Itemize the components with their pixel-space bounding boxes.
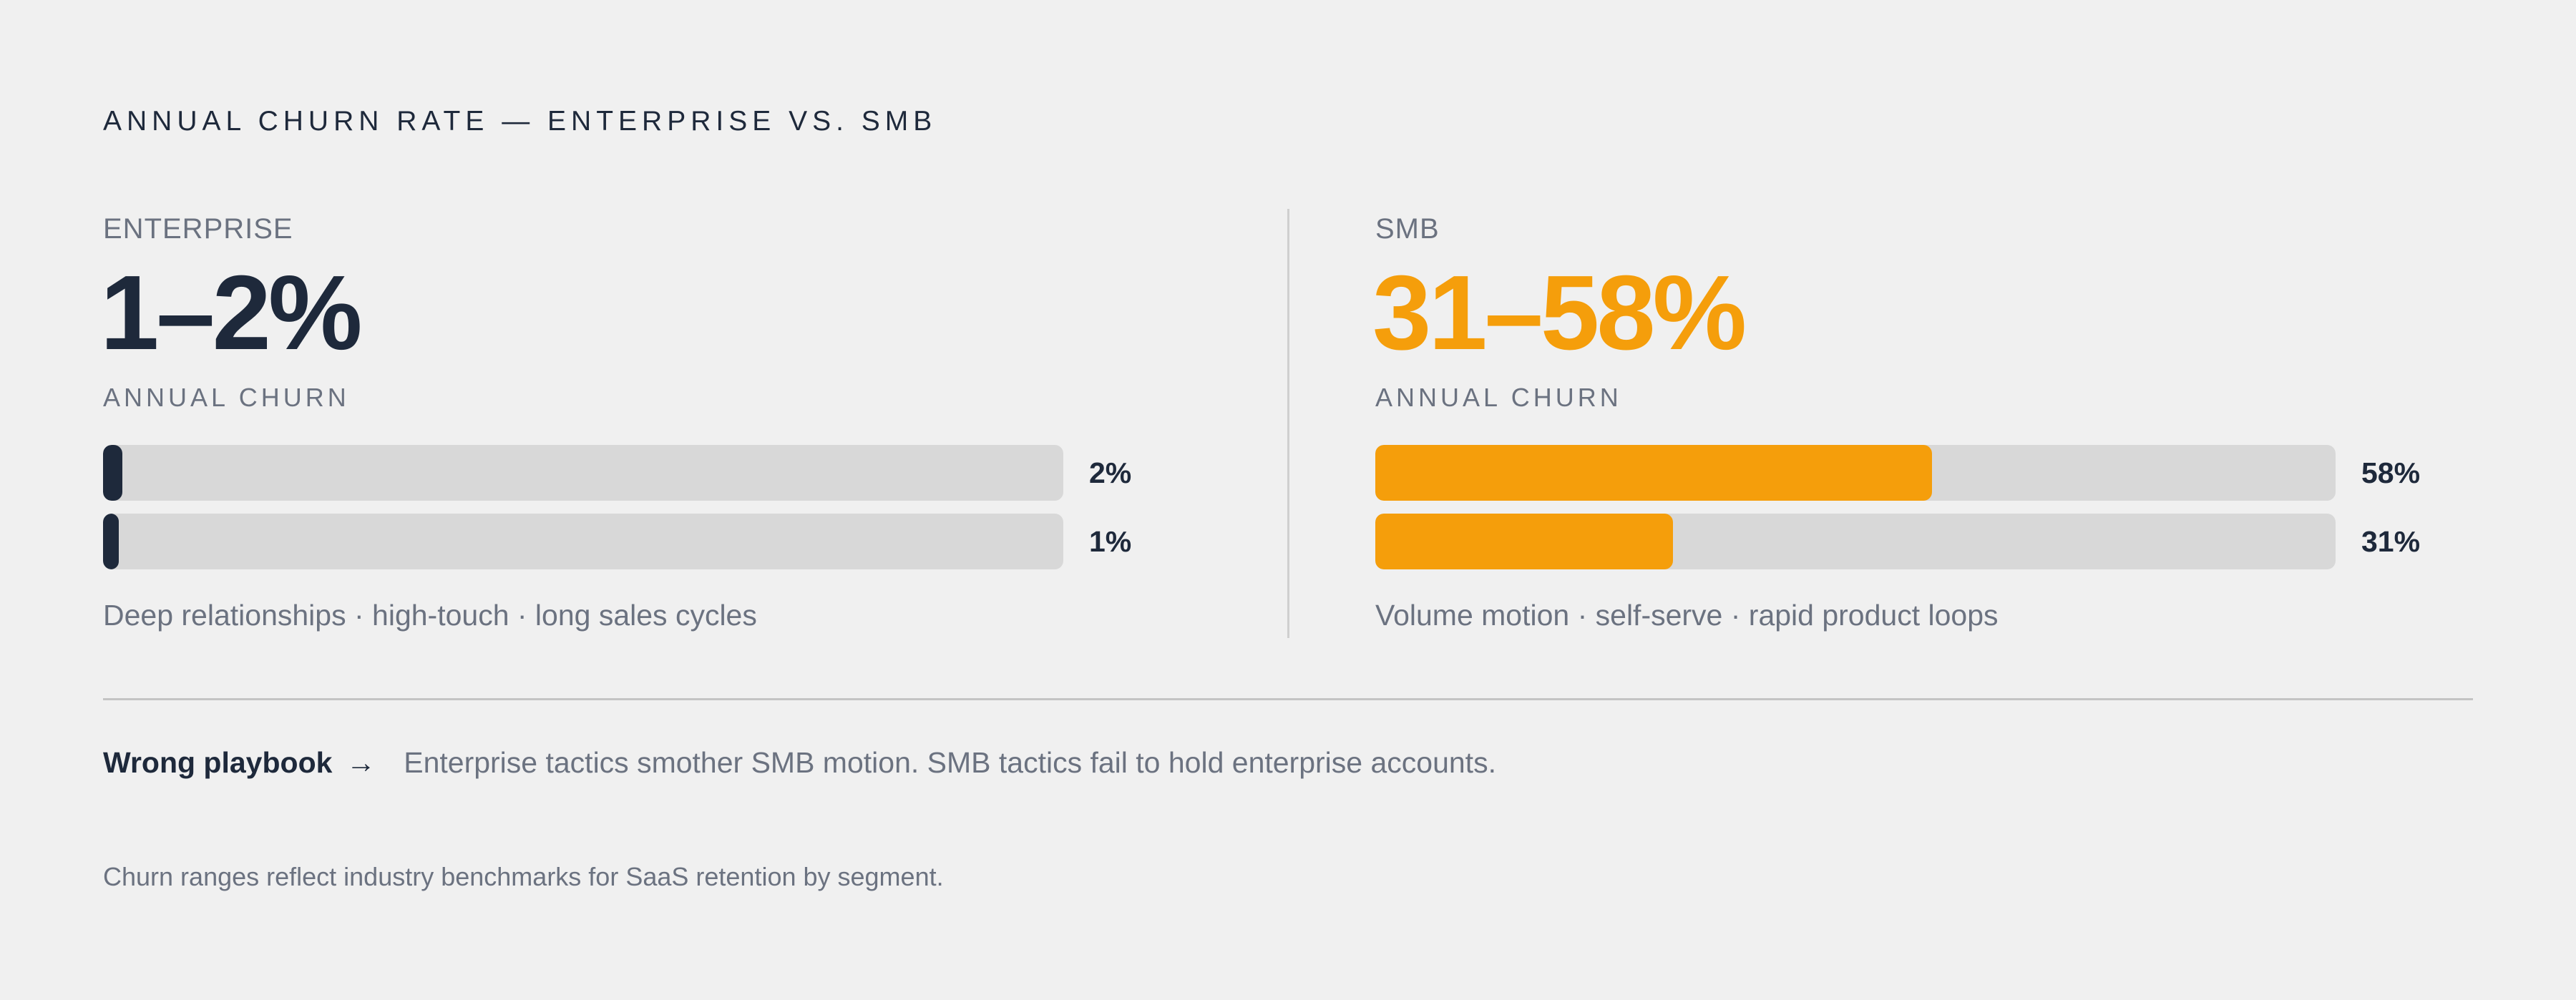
smb-note: Volume motion · self-serve · rapid produ… [1375, 599, 1999, 632]
horizontal-divider [103, 698, 2473, 700]
enterprise-bar-row: 2% [103, 445, 1176, 501]
smb-bar-high [1375, 445, 1932, 501]
smb-headline-value: 31–58% [1372, 254, 1747, 372]
smb-bar-row: 58% [1375, 445, 2449, 501]
smb-bar-high-label: 58% [2361, 456, 2421, 489]
smb-panel: SMB 31–58% ANNUAL CHURN 58% 31% Volume m… [1372, 209, 2449, 652]
enterprise-bar-low-label: 1% [1089, 525, 1132, 558]
smb-bar-track [1375, 514, 2336, 569]
arrow-right-icon: → [346, 746, 376, 779]
enterprise-note: Deep relationships · high-touch · long s… [103, 599, 757, 632]
enterprise-bar-track [103, 514, 1063, 569]
footnote: Churn ranges reflect industry benchmarks… [103, 862, 944, 891]
enterprise-segment-label: ENTERPRISE [103, 213, 293, 245]
callout-label: Wrong playbook [103, 746, 333, 779]
enterprise-metric-label: ANNUAL CHURN [103, 383, 350, 412]
enterprise-bar-row: 1% [103, 514, 1176, 569]
enterprise-bar-high-label: 2% [1089, 456, 1132, 489]
smb-bar-low [1375, 514, 1673, 569]
enterprise-headline-value: 1–2% [100, 254, 363, 372]
smb-bar-low-label: 31% [2361, 525, 2421, 558]
smb-metric-label: ANNUAL CHURN [1375, 383, 1622, 412]
chart-title: ANNUAL CHURN RATE — ENTERPRISE VS. SMB [103, 106, 937, 137]
callout-text: Enterprise tactics smother SMB motion. S… [404, 746, 1496, 779]
enterprise-bar-track [103, 445, 1063, 501]
enterprise-bar-low [103, 514, 119, 569]
smb-bar-track [1375, 445, 2336, 501]
callout: Wrong playbook → Enterprise tactics smot… [103, 742, 1496, 783]
vertical-divider [1287, 209, 1289, 638]
enterprise-panel: ENTERPRISE 1–2% ANNUAL CHURN 2% 1% Deep … [100, 209, 1176, 652]
smb-segment-label: SMB [1375, 213, 1440, 245]
enterprise-bar-high [103, 445, 122, 501]
smb-bar-row: 31% [1375, 514, 2449, 569]
